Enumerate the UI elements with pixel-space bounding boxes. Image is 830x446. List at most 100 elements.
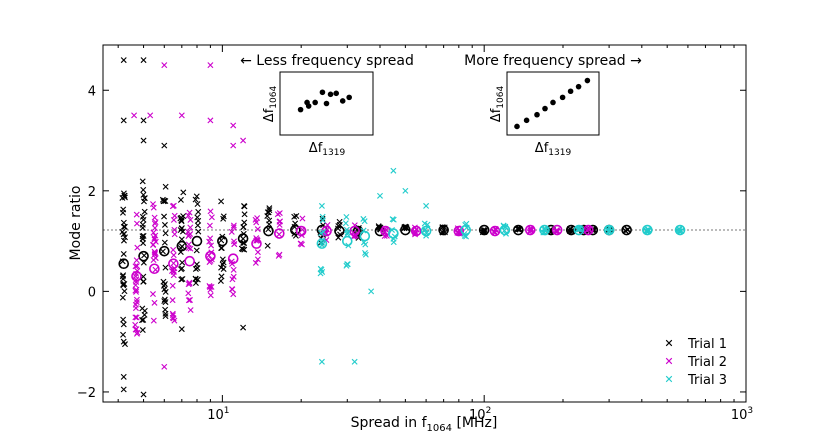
x-tick-base: 10 bbox=[731, 408, 748, 423]
data-point bbox=[297, 240, 304, 247]
right-inset-xlabel-sub: 1319 bbox=[548, 148, 571, 158]
legend-label: Trial 1 bbox=[687, 337, 727, 352]
data-point bbox=[193, 247, 200, 254]
data-point bbox=[132, 282, 139, 289]
inset-point bbox=[584, 77, 591, 84]
data-point bbox=[161, 213, 168, 220]
data-point bbox=[644, 226, 651, 233]
inset-point bbox=[550, 99, 556, 106]
data-point bbox=[193, 193, 200, 200]
data-point bbox=[207, 292, 214, 299]
mean-marker bbox=[410, 225, 422, 237]
data-point bbox=[161, 281, 168, 288]
y-tick-label: 0 bbox=[88, 285, 96, 300]
data-point bbox=[231, 241, 238, 248]
data-point bbox=[141, 252, 148, 259]
data-point bbox=[119, 194, 126, 201]
outlier-point bbox=[230, 122, 237, 129]
data-point bbox=[343, 262, 350, 269]
data-point bbox=[161, 296, 168, 303]
outlier-point bbox=[390, 167, 397, 174]
data-point bbox=[122, 234, 128, 241]
data-point bbox=[120, 321, 127, 328]
outlier-point bbox=[140, 137, 147, 144]
outlier-point bbox=[178, 326, 185, 333]
mean-marker bbox=[513, 224, 524, 236]
left-inset: Δf1319 Δf1064 bbox=[262, 71, 374, 158]
data-point bbox=[344, 229, 351, 236]
data-point bbox=[139, 224, 146, 231]
data-point bbox=[152, 238, 159, 245]
more-spread-caption: More frequency spread → bbox=[464, 53, 642, 69]
data-point bbox=[140, 316, 147, 323]
mean-marker bbox=[118, 258, 130, 270]
data-point bbox=[180, 189, 187, 196]
x-tick-base: 10 bbox=[469, 408, 486, 423]
data-point bbox=[194, 222, 201, 229]
data-point bbox=[412, 229, 419, 236]
mean-marker bbox=[227, 253, 239, 264]
outlier-point bbox=[120, 117, 127, 124]
data-point bbox=[133, 262, 140, 269]
inset-point bbox=[567, 88, 574, 95]
data-point bbox=[220, 215, 227, 222]
data-point bbox=[162, 264, 169, 271]
data-point bbox=[265, 209, 272, 216]
data-point bbox=[318, 266, 325, 273]
data-point bbox=[515, 226, 522, 233]
data-point bbox=[170, 272, 177, 279]
data-point bbox=[195, 208, 202, 215]
data-point bbox=[151, 248, 158, 255]
data-point bbox=[323, 226, 330, 233]
mean-marker bbox=[263, 225, 274, 237]
outlier-point bbox=[240, 324, 247, 331]
data-point bbox=[141, 208, 148, 215]
outlier-point bbox=[318, 202, 325, 209]
data-point bbox=[421, 220, 428, 227]
data-point bbox=[120, 237, 127, 244]
data-point bbox=[177, 215, 184, 222]
data-point bbox=[134, 329, 141, 336]
data-point bbox=[140, 191, 147, 198]
mean-marker bbox=[341, 235, 353, 247]
data-point bbox=[162, 313, 169, 320]
plot-frame bbox=[102, 44, 747, 403]
inset-point bbox=[523, 117, 530, 124]
mean-marker bbox=[168, 258, 179, 270]
mean-marker bbox=[453, 225, 465, 237]
right-inset-points bbox=[514, 77, 591, 130]
data-point bbox=[254, 226, 261, 233]
data-point bbox=[230, 291, 237, 298]
outlier-point bbox=[230, 142, 237, 149]
data-point bbox=[141, 307, 148, 314]
y-tick-label: 2 bbox=[88, 185, 96, 200]
data-point bbox=[252, 216, 259, 223]
data-point bbox=[185, 290, 192, 297]
outlier-point bbox=[318, 358, 325, 365]
mean-marker bbox=[316, 238, 328, 249]
outlier-point bbox=[423, 202, 430, 209]
mean-marker bbox=[237, 233, 249, 244]
mean-marker bbox=[251, 238, 262, 249]
data-point bbox=[186, 209, 193, 216]
data-point bbox=[230, 222, 237, 229]
mean-marker bbox=[274, 228, 285, 239]
data-point bbox=[276, 218, 283, 225]
data-point bbox=[140, 278, 147, 285]
inset-point bbox=[514, 123, 520, 130]
data-point bbox=[151, 220, 158, 227]
data-point bbox=[161, 239, 168, 246]
inset-point bbox=[333, 90, 340, 97]
data-point bbox=[319, 239, 326, 246]
data-point bbox=[170, 260, 177, 267]
data-point bbox=[502, 223, 509, 230]
data-point bbox=[527, 227, 534, 234]
left-inset-ylabel: Δf1064 bbox=[262, 86, 279, 123]
mean-marker bbox=[295, 225, 307, 237]
outlier-point bbox=[120, 57, 127, 64]
outlier-point bbox=[402, 187, 409, 194]
data-point bbox=[139, 317, 146, 324]
mean-marker bbox=[349, 225, 360, 237]
data-point bbox=[230, 224, 237, 231]
data-point bbox=[583, 227, 590, 234]
